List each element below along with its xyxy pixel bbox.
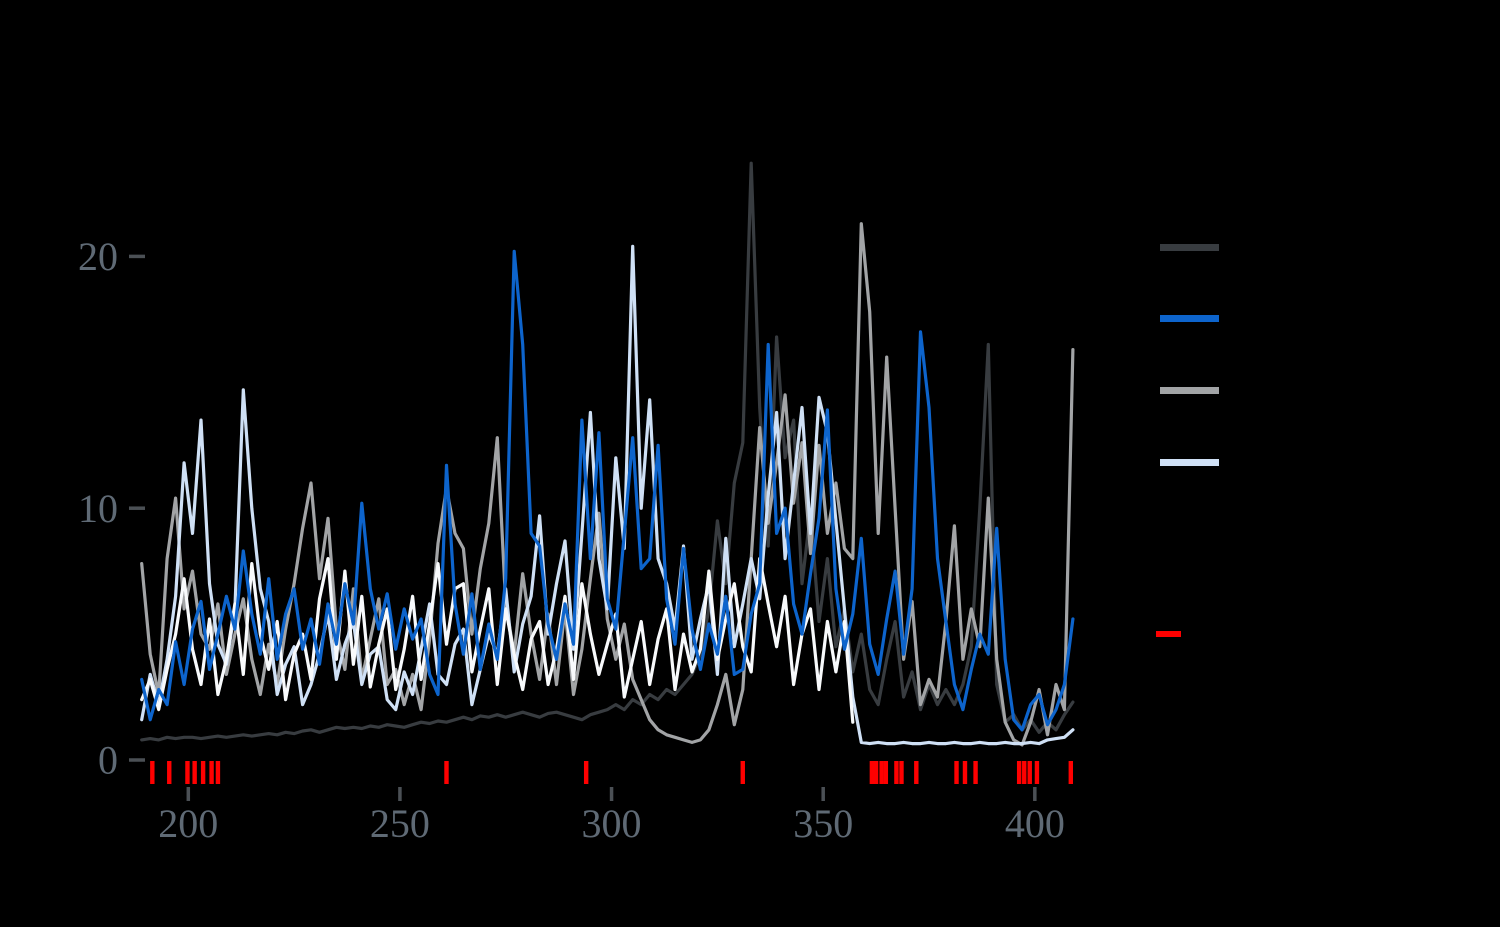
y-axis-label: 20	[78, 234, 118, 279]
rug-tick	[883, 761, 889, 784]
x-axis-label: 350	[793, 801, 853, 846]
rug-tick	[973, 761, 978, 784]
x-axis-label: 200	[158, 801, 218, 846]
rug-tick	[1016, 761, 1022, 784]
rug-tick	[914, 761, 919, 784]
rug-tick	[215, 761, 221, 784]
y-axis-label: 0	[98, 738, 118, 783]
rug-tick	[869, 761, 875, 784]
rug-tick	[879, 761, 884, 784]
series-line-blue	[140, 249, 1075, 732]
rug-tick	[444, 761, 449, 784]
rug-tick	[899, 761, 904, 784]
y-axis-label: 10	[78, 486, 118, 531]
rug-tick	[954, 761, 959, 784]
series-line-white	[140, 556, 855, 724]
rug-tick	[740, 761, 745, 784]
rug-tick	[873, 761, 879, 784]
x-axis-label: 400	[1005, 801, 1065, 846]
rug-tick	[185, 761, 190, 784]
x-axis-label: 300	[582, 801, 642, 846]
rug-tick	[200, 761, 206, 784]
rug-tick	[150, 761, 155, 784]
series-line-charcoal	[140, 161, 1075, 742]
rug-tick	[962, 761, 968, 784]
rug-tick	[583, 761, 589, 784]
rug-tick	[894, 761, 899, 784]
x-axis-label: 250	[370, 801, 430, 846]
rug-tick	[192, 761, 197, 784]
series-line-gray	[140, 222, 1075, 747]
rug-tick	[1068, 761, 1073, 784]
series-line-pale-blue	[140, 244, 1075, 746]
rug-tick	[167, 761, 172, 784]
rug-tick	[1022, 761, 1027, 784]
rug-tick	[1034, 761, 1040, 784]
rug-tick	[1027, 761, 1032, 784]
rug-tick	[209, 761, 214, 784]
